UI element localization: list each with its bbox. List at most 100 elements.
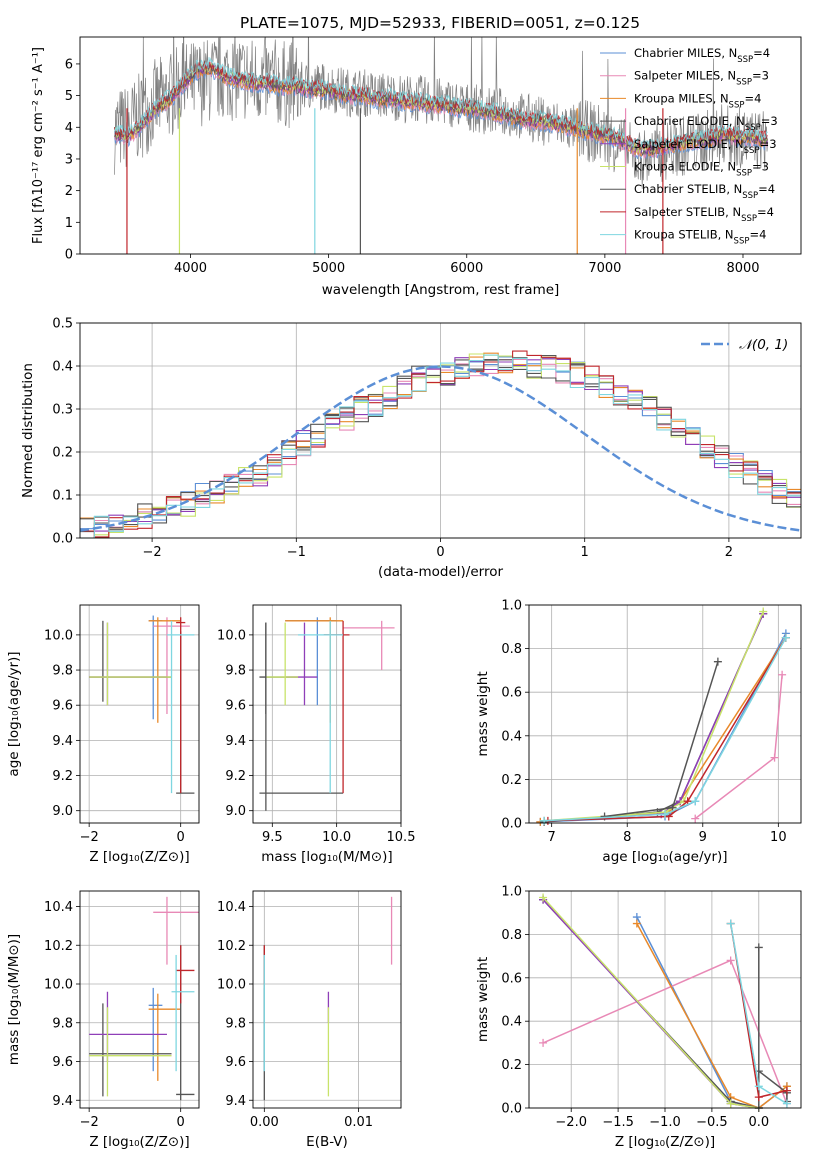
weight-marker [726,1099,735,1108]
axes-frame [79,890,200,1109]
y-tick-label: 4 [65,121,73,136]
weight-marker [726,956,735,965]
x-tick-label: 10.5 [387,830,416,845]
y-tick-label: 9.4 [52,734,73,749]
y-axis-label: Normed distribution [20,363,36,498]
x-tick-label: 8000 [726,261,759,276]
y-tick-label: 10.2 [44,939,73,954]
y-tick-label: 9.4 [52,1094,73,1109]
y-tick-label: 0.1 [52,489,73,504]
x-tick-label: −2 [80,830,99,845]
y-axis-label: age [log₁₀(age/yr)] [6,651,22,776]
z-mass-panel: −2 0 9.4 9.6 9.8 10.0 10.2 10.4 Z [log₁₀(Z/Z⊙)] m… [6,890,200,1150]
y-tick-label: 1.0 [501,599,522,614]
y-tick-label: 0.2 [52,446,73,461]
x-axis-label: (data-model)/error [378,564,504,580]
weight-marker [539,1038,548,1047]
y-tick-label: 6 [65,57,73,72]
y-tick-label: 9.8 [52,1016,73,1031]
y-tick-label: 0.6 [501,686,522,701]
legend-label: Salpeter STELIB, NSSP=4 [634,205,774,224]
y-tick-label: 0.5 [52,317,73,332]
weight-line [544,613,764,822]
weight-marker [754,1082,763,1091]
weight-line [540,632,787,823]
y-tick-label: 3 [65,152,73,167]
x-tick-label: 6000 [450,261,483,276]
weight-line [540,637,787,823]
x-tick-label: −0.5 [696,1115,728,1130]
weight-line [604,661,719,818]
weight-marker [781,633,790,642]
x-tick-label: 10 [770,830,787,845]
y-tick-label: 0.4 [52,360,73,375]
weight-line [542,899,759,1109]
x-tick-label: 5000 [312,261,345,276]
weight-marker [782,1099,791,1108]
x-axis-label: Z [log₁₀(Z/Z⊙)] [89,849,189,865]
weight-line [542,896,759,1109]
y-tick-label: 9.8 [225,1016,246,1031]
x-tick-label: −2 [143,545,162,560]
axes-frame [528,890,802,1109]
y-tick-label: 9.6 [52,1055,73,1070]
weight-line [636,923,788,1109]
weight-marker [778,670,787,679]
x-tick-label: 0.00 [250,1115,279,1130]
weight-line [694,674,783,820]
residuals-panel: −2 −1 0 1 2 0.0 0.1 0.2 0.3 0.4 0.5 𝒩(0, 1) (data-mo… [20,317,802,580]
y-axis-label: Flux [fλ10⁻¹⁷ erg cm⁻² s⁻¹ A⁻¹] [31,47,46,244]
y-tick-label: 0 [65,248,73,263]
y-tick-label: 9.6 [225,1055,246,1070]
y-tick-label: 1 [65,216,73,231]
histogram-step [80,350,801,538]
y-tick-label: 9.2 [52,769,73,784]
weight-line [544,611,764,822]
histogram-step [80,358,801,533]
legend-label: Kroupa MILES, NSSP=4 [634,91,761,110]
x-tick-label: 7 [548,830,556,845]
y-tick-label: 2 [65,184,73,199]
y-tick-label: 10.0 [217,978,246,993]
axes-frame [79,322,802,539]
weight-marker [539,893,548,902]
weight-marker [691,797,700,806]
y-tick-label: 0.0 [52,532,73,547]
x-tick-label: −1.0 [649,1115,681,1130]
weight-marker [754,943,763,952]
x-tick-label: 8 [623,830,631,845]
y-tick-label: 10.0 [217,628,246,643]
y-tick-label: 0.8 [501,642,522,657]
legend-label: Salpeter ELODIE, NSSP=3 [634,137,777,156]
x-axis-label: wavelength [Angstrom, rest frame] [322,282,560,298]
x-tick-label: −2 [80,1115,99,1130]
weight-marker [726,919,735,928]
y-tick-label: 9.8 [225,664,246,679]
x-tick-label: 1 [581,545,589,560]
axes-frame [79,36,802,255]
y-tick-label: 0.6 [501,971,522,986]
y-tick-label: 10.4 [44,900,73,915]
normal-curve [79,365,802,532]
ebv-mass-panel: 0.00 0.01 9.4 9.6 9.8 10.0 10.2 10.4 E(B-V) [217,890,402,1150]
x-tick-label: 0 [177,830,185,845]
weight-line [758,947,788,1108]
weight-marker [782,1086,791,1095]
axes-frame [252,604,402,824]
weight-marker [713,657,722,666]
histogram-step [80,354,801,539]
weight-marker [770,753,779,762]
x-tick-label: 7000 [588,261,621,276]
x-axis-label: age [log₁₀(age/yr)] [602,849,727,865]
y-axis-label: mass [log₁₀(M/M⊙)] [6,934,22,1065]
spectrum-plot-area [114,37,768,254]
legend-label: Chabrier STELIB, NSSP=4 [634,182,775,201]
weight-marker [754,1093,763,1102]
x-tick-label: 0.0 [748,1115,769,1130]
y-tick-label: 0.0 [501,1102,522,1117]
x-axis-label: Z [log₁₀(Z/Z⊙)] [89,1134,189,1150]
weight-line [542,899,759,1109]
y-tick-label: 10.0 [44,628,73,643]
y-tick-label: 9.4 [225,1094,246,1109]
weight-marker [691,814,700,823]
